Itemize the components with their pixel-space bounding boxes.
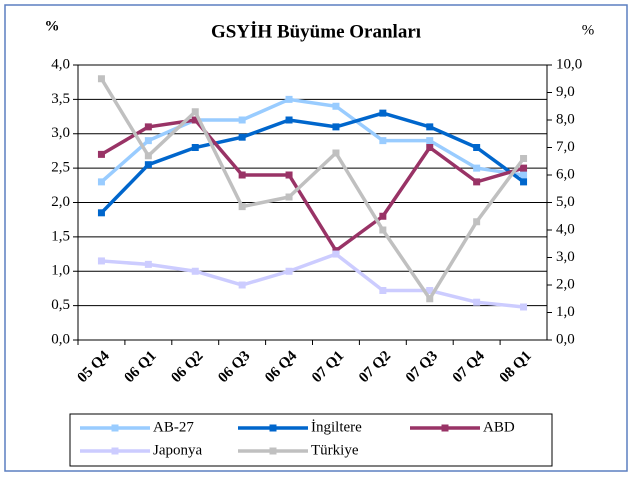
legend-label: Türkiye [311, 442, 359, 458]
data-point [97, 209, 105, 217]
series-line [100, 111, 525, 215]
data-point [97, 178, 105, 186]
data-point [238, 281, 246, 289]
legend-box [69, 413, 553, 467]
data-point [285, 193, 293, 201]
y-tick-label: 0,5 [51, 297, 70, 313]
y2-tick-label: 0,0 [556, 331, 575, 347]
data-point [238, 116, 246, 124]
series-line [100, 118, 525, 254]
data-point [144, 137, 152, 145]
data-point [191, 267, 199, 275]
data-point [332, 102, 340, 110]
y-tick-label: 4,0 [51, 56, 70, 72]
y2-tick-label: 1,0 [556, 304, 575, 320]
series-line [101, 252, 524, 309]
data-point [520, 155, 528, 162]
y2-tick-label: 9,0 [556, 84, 575, 100]
y-tick-label: 3,5 [51, 91, 70, 107]
legend-marker [441, 424, 449, 432]
data-point [191, 108, 199, 116]
chart-title: GSYİH Büyüme Oranları [211, 21, 421, 42]
data-point [97, 75, 105, 83]
data-point [191, 116, 199, 124]
data-point [426, 295, 434, 303]
y-tick-label: 3,0 [51, 125, 70, 141]
data-point [332, 250, 340, 258]
y2-tick-label: 6,0 [556, 166, 575, 182]
y2-tick-label: 8,0 [556, 111, 575, 127]
data-point [379, 137, 387, 145]
series-line [100, 97, 524, 184]
data-point [332, 149, 340, 157]
data-point [379, 109, 387, 117]
data-point [238, 203, 246, 211]
series-line [99, 77, 525, 302]
data-point [97, 150, 105, 158]
legend-label: Japonya [153, 442, 202, 458]
legend-marker [111, 424, 119, 432]
data-point [144, 123, 152, 131]
y2-tick-label: 10,0 [556, 56, 582, 72]
data-point [332, 123, 340, 131]
legend-marker [269, 447, 277, 455]
data-point [238, 171, 246, 179]
legend-label: İngiltere [311, 419, 362, 435]
legend-marker [111, 447, 119, 455]
y-tick-label: 1,5 [51, 228, 70, 244]
data-point [285, 116, 293, 124]
y2-tick-label: 7,0 [556, 139, 575, 155]
y2-tick-label: 2,0 [556, 276, 575, 292]
data-point [426, 123, 434, 131]
y-tick-label: 1,0 [51, 263, 70, 279]
data-point [473, 218, 481, 226]
data-point [520, 303, 528, 311]
data-point [144, 152, 152, 160]
y-tick-label: 0,0 [51, 331, 70, 347]
data-point [520, 171, 528, 179]
data-point [144, 161, 152, 169]
y2-axis-label: % [582, 22, 595, 38]
data-point [379, 287, 387, 294]
data-point [426, 144, 434, 151]
data-point [473, 298, 481, 306]
y2-tick-label: 5,0 [556, 194, 575, 210]
data-point [285, 267, 293, 275]
data-point [379, 226, 387, 234]
data-point [97, 257, 105, 265]
y2-tick-label: 3,0 [556, 249, 575, 265]
y-tick-label: 2,0 [51, 194, 70, 210]
data-point [473, 178, 481, 186]
legend-label: ABD [483, 419, 515, 435]
y-axis-label: % [45, 18, 60, 34]
legend-label: AB-27 [153, 419, 194, 435]
data-point [191, 144, 199, 151]
data-point [285, 95, 293, 103]
data-point [426, 137, 434, 145]
data-point [285, 171, 293, 179]
data-point [520, 164, 528, 172]
y2-tick-label: 4,0 [556, 221, 575, 237]
data-point [473, 144, 481, 151]
data-point [379, 212, 387, 220]
data-point [144, 260, 152, 268]
data-point [426, 287, 434, 294]
data-point [238, 133, 246, 141]
y-tick-label: 2,5 [51, 160, 70, 176]
data-point [473, 164, 481, 172]
frame [4, 4, 628, 472]
legend-marker [269, 424, 277, 432]
data-point [520, 178, 528, 186]
